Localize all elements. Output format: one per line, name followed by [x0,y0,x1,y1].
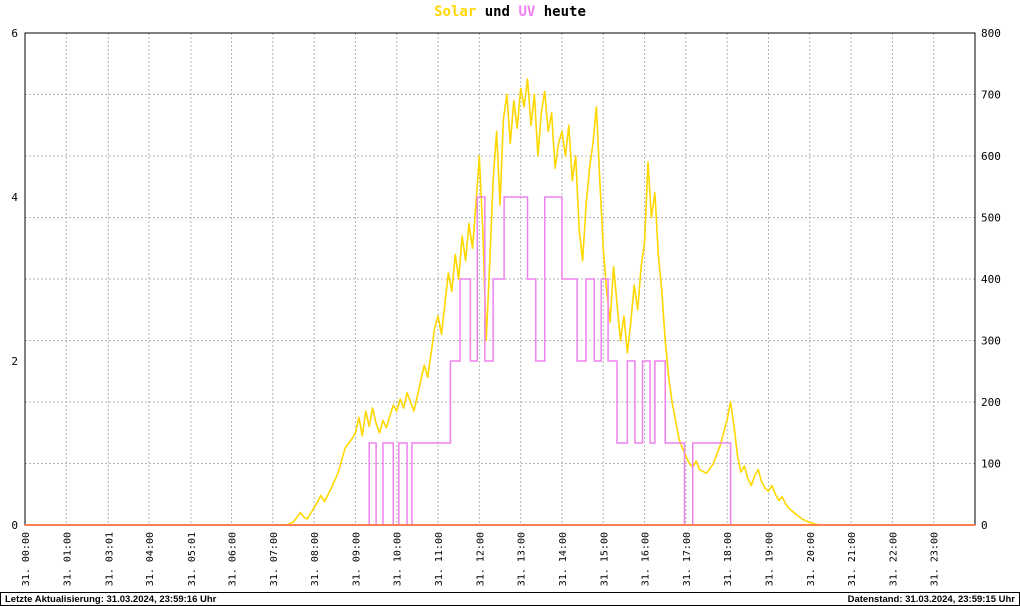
solar-axis-tick-label: 600 [981,150,1001,163]
solar-axis-tick-label: 100 [981,458,1001,471]
x-tick-label: 31. 19:00 [764,532,775,586]
title-solar: Solar [434,4,477,20]
solar-axis-tick-label: 700 [981,89,1001,102]
x-tick-label: 31. 13:00 [517,532,528,586]
x-tick-label: 31. 12:00 [475,532,486,586]
x-tick-label: 31. 01:00 [62,532,73,586]
solar-series-line [25,78,975,526]
x-tick-label: 31. 07:00 [269,532,280,586]
solar-uv-chart: 31. 00:00 31. 01:00 31. 03:01 31. 04:00 31. … [11,27,1001,586]
x-tick-label: 31. 18:00 [723,532,734,586]
x-tick-label: 31. 21:00 [847,532,858,586]
x-tick-label: 31. 11:00 [434,532,445,586]
x-tick-label: 31. 10:00 [393,532,404,586]
x-tick-label: 31. 04:00 [145,532,156,586]
solar-axis-tick-label: 500 [981,212,1001,225]
uv-axis-tick-label: 0 [11,519,18,532]
title-uv: UV [518,4,536,20]
last-update-text: Letzte Aktualisierung: 31.03.2024, 23:59… [5,593,217,605]
footer-bar: Letzte Aktualisierung: 31.03.2024, 23:59… [0,592,1020,606]
solar-axis-tick-label: 800 [981,27,1001,40]
x-tick-label: 31. 05:01 [187,532,198,586]
uv-axis-tick-label: 2 [11,355,18,368]
x-tick-label: 31. 14:00 [558,532,569,586]
x-tick-label: 31. 16:00 [641,532,652,586]
uv-axis-tick-label: 6 [11,27,18,40]
x-tick-label: 31. 17:00 [682,532,693,586]
x-axis-labels: 31. 00:00 31. 01:00 31. 03:01 31. 04:00 31. … [21,532,941,586]
data-state-text: Datenstand: 31.03.2024, 23:59:15 Uhr [847,593,1015,605]
title-und: und [484,4,510,20]
x-tick-label: 31. 20:00 [806,532,817,586]
solar-axis-tick-label: 200 [981,396,1001,409]
x-tick-label: 31. 09:00 [351,532,362,586]
x-tick-label: 31. 23:00 [930,532,941,586]
x-tick-label: 31. 06:00 [228,532,239,586]
solar-axis-tick-label: 300 [981,335,1001,348]
solar-axis-tick-label: 400 [981,273,1001,286]
y-axis-right-labels: 0 100 200 300 400 500 600 700 800 [981,27,1001,532]
x-tick-label: 31. 00:00 [21,532,32,586]
x-tick-label: 31. 08:00 [310,532,321,586]
y-axis-left-labels: 0 2 4 6 [11,27,18,532]
chart-title: Solar und UV heute [0,4,1020,20]
x-tick-label: 31. 15:00 [599,532,610,586]
title-heute: heute [543,4,586,20]
solar-axis-tick-label: 0 [981,519,988,532]
x-tick-label: 31. 03:01 [104,532,115,586]
uv-series-line [25,196,975,526]
uv-axis-tick-label: 4 [11,191,18,204]
x-tick-label: 31. 22:00 [888,532,899,586]
